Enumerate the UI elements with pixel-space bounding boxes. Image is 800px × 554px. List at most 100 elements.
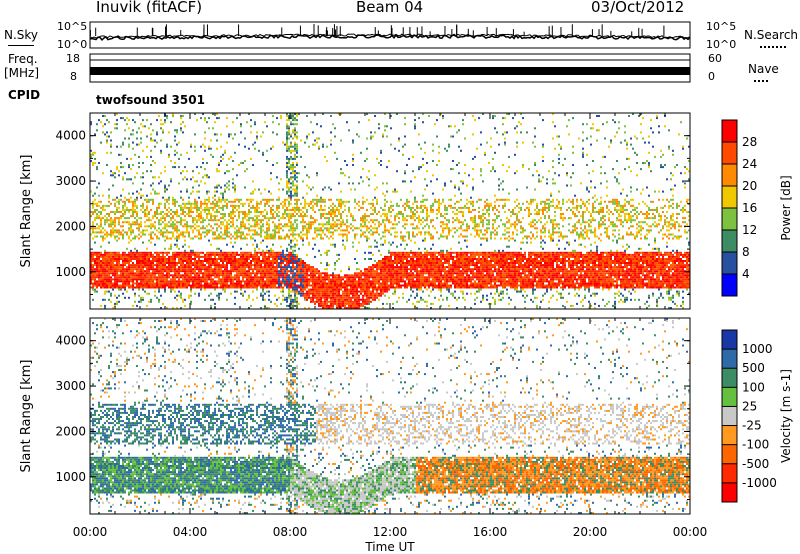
scatter-cell [302,233,304,236]
scatter-cell [270,192,272,195]
scatter-cell [374,196,376,199]
scatter-cell [154,284,156,287]
scatter-cell [188,258,190,260]
scatter-cell [246,264,248,267]
scatter-cell [206,260,208,262]
scatter-cell [248,211,250,213]
scatter-cell [186,282,188,285]
scatter-cell [344,300,346,303]
scatter-cell [266,231,268,234]
scatter-cell [212,233,214,236]
scatter-cell [286,266,288,269]
scatter-cell [196,229,198,232]
scatter-cell [238,164,240,166]
scatter-cell [122,280,124,283]
scatter-cell [334,294,336,297]
scatter-cell [100,223,102,226]
scatter-cell [160,280,162,283]
scatter-cell [174,282,176,285]
scatter-cell [218,292,220,295]
scatter-cell [92,284,94,287]
scatter-cell [164,268,166,271]
scatter-cell [242,202,244,205]
scatter-cell [122,264,124,267]
scatter-cell [270,284,272,287]
scatter-cell [278,227,280,230]
scatter-cell [110,170,112,173]
scatter-cell [150,123,152,126]
scatter-cell [250,157,252,160]
scatter-cell [108,213,110,215]
scatter-cell [274,270,276,273]
scatter-cell [132,284,134,287]
scatter-cell [142,119,144,122]
scatter-cell [332,123,334,126]
noise-right-label: N.Search [744,28,799,42]
scatter-cell [352,304,354,307]
scatter-cell [362,274,364,277]
scatter-cell [236,198,238,201]
scatter-cell [282,286,284,289]
scatter-cell [252,219,254,222]
scatter-cell [206,174,208,177]
scatter-cell [108,135,110,138]
scatter-cell [110,294,112,297]
scatter-cell [224,290,226,293]
scatter-cell [112,174,114,177]
scatter-cell [296,304,298,307]
scatter-cell [280,227,282,230]
scatter-cell [276,304,278,307]
scatter-cell [294,190,296,193]
scatter-cell [148,266,150,269]
scatter-cell [296,164,298,166]
scatter-cell [204,209,206,211]
scatter-cell [132,231,134,234]
scatter-cell [220,270,222,273]
scatter-cell [302,206,304,209]
scatter-cell [168,258,170,260]
scatter-cell [276,255,278,258]
scatter-cell [124,129,126,132]
scatter-cell [252,204,254,207]
scatter-cell [280,282,282,285]
scatter-cell [160,262,162,264]
scatter-cell [172,284,174,287]
scatter-cell [290,133,292,136]
scatter-cell [362,206,364,209]
scatter-cell [296,286,298,289]
scatter-cell [182,278,184,281]
scatter-cell [362,296,364,299]
scatter-cell [256,284,258,287]
scatter-cell [132,286,134,289]
scatter-cell [288,213,290,215]
scatter-cell [316,270,318,273]
scatter-cell [264,258,266,260]
scatter-cell [120,264,122,267]
scatter-cell [362,272,364,275]
scatter-cell [314,227,316,230]
scatter-cell [230,278,232,281]
scatter-cell [110,151,112,154]
scatter-cell [362,225,364,228]
scatter-cell [264,215,266,218]
scatter-cell [372,198,374,201]
scatter-cell [302,276,304,279]
scatter-cell [290,198,292,201]
scatter-cell [238,198,240,201]
scatter-cell [336,225,338,228]
scatter-cell [266,276,268,279]
scatter-cell [176,251,178,254]
scatter-cell [180,204,182,207]
scatter-cell [296,131,298,134]
scatter-cell [324,200,326,203]
scatter-cell [136,215,138,218]
scatter-cell [158,231,160,234]
scatter-cell [240,262,242,264]
scatter-cell [204,284,206,287]
scatter-cell [304,307,306,309]
scatter-cell [318,280,320,283]
scatter-cell [140,296,142,299]
scatter-cell [300,260,302,262]
scatter-cell [332,202,334,205]
scatter-cell [282,206,284,209]
